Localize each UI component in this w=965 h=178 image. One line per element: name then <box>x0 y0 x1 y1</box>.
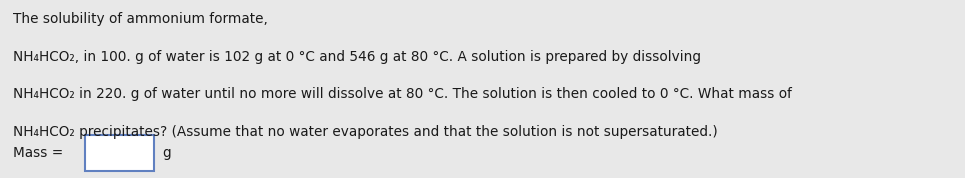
Text: NH₄HCO₂, in 100. g of water is 102 g at 0 °C and 546 g at 80 °C. A solution is p: NH₄HCO₂, in 100. g of water is 102 g at … <box>13 50 701 64</box>
Text: Mass =: Mass = <box>13 146 68 160</box>
FancyBboxPatch shape <box>85 135 154 171</box>
Text: g: g <box>162 146 171 160</box>
Text: NH₄HCO₂ precipitates? (Assume that no water evaporates and that the solution is : NH₄HCO₂ precipitates? (Assume that no wa… <box>13 125 717 139</box>
Text: NH₄HCO₂ in 220. g of water until no more will dissolve at 80 °C. The solution is: NH₄HCO₂ in 220. g of water until no more… <box>13 87 791 101</box>
Text: The solubility of ammonium formate,: The solubility of ammonium formate, <box>13 12 267 27</box>
